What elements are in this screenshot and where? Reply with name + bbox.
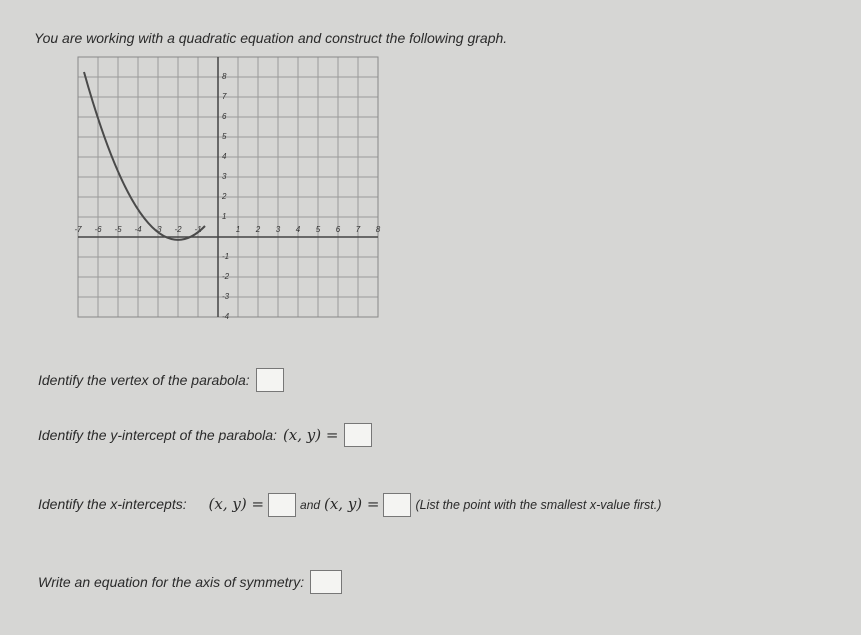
y-axis-label: 4 — [222, 152, 227, 161]
x-axis-label: -1 — [194, 225, 201, 234]
x-axis-label: 5 — [316, 225, 321, 234]
x-axis-label: 1 — [236, 225, 240, 234]
x-axis-label: -4 — [134, 225, 142, 234]
x-axis-label: -7 — [74, 225, 82, 234]
question-vertex: Identify the vertex of the parabola: — [38, 368, 284, 392]
y-axis-label: 6 — [222, 112, 227, 121]
y-axis-label: -2 — [222, 272, 230, 281]
x-axis-label: 8 — [376, 225, 381, 234]
x-axis-label: 7 — [356, 225, 361, 234]
note-text: (List the point with the smallest x-valu… — [415, 498, 662, 512]
x-axis-label: -5 — [114, 225, 122, 234]
x-axis-label: -6 — [94, 225, 102, 234]
question-x-intercepts: Identify the x-intercepts: (x, y) = and (… — [38, 478, 853, 531]
x-axis-label: -3 — [154, 225, 162, 234]
y-axis-label: 2 — [221, 192, 227, 201]
parabola-curve — [83, 71, 206, 241]
x-axis-label: 4 — [296, 225, 301, 234]
x-axis-label: -2 — [174, 225, 182, 234]
x-axis-label: 2 — [255, 225, 261, 234]
parabola-graph: -7 -6 -5 -4 -3 -2 -1 1 2 3 4 5 6 7 8 8 7 6 5 4 3 2 1 -1 -2 -3 -4 — [74, 56, 381, 321]
header-text: You are working with a quadratic equatio… — [34, 30, 508, 46]
y-axis-label: -3 — [222, 292, 230, 301]
answer-input[interactable] — [310, 570, 343, 594]
y-axis-label: 8 — [222, 72, 227, 81]
answer-input[interactable] — [344, 423, 373, 447]
joiner-text: and — [300, 498, 321, 512]
question-text: Identify the vertex of the parabola: — [38, 372, 250, 388]
math-label: (x, y) = — [323, 495, 380, 513]
answer-input[interactable] — [255, 368, 284, 392]
graph-background — [77, 56, 379, 318]
x-axis-label: 3 — [276, 225, 281, 234]
y-axis-label: 5 — [222, 132, 227, 141]
math-label: (x, y) = — [282, 426, 339, 444]
y-axis-label: 7 — [222, 92, 227, 101]
question-text: Identify the y-intercept of the parabola… — [38, 427, 277, 443]
y-axis-label: -1 — [222, 252, 229, 261]
x-axis-label: 6 — [336, 225, 341, 234]
y-axis-label: -4 — [222, 312, 230, 321]
y-axis-label: 3 — [222, 172, 227, 181]
question-axis-symmetry: Write an equation for the axis of symmet… — [38, 570, 343, 594]
y-axis-label: 1 — [222, 212, 226, 221]
question-text: Write an equation for the axis of symmet… — [38, 574, 305, 590]
math-label: (x, y) = — [208, 495, 265, 513]
answer-input[interactable] — [268, 493, 297, 518]
question-text: Identify the x-intercepts: — [38, 496, 187, 512]
question-y-intercept: Identify the y-intercept of the parabola… — [38, 423, 373, 447]
answer-input[interactable] — [383, 493, 412, 518]
